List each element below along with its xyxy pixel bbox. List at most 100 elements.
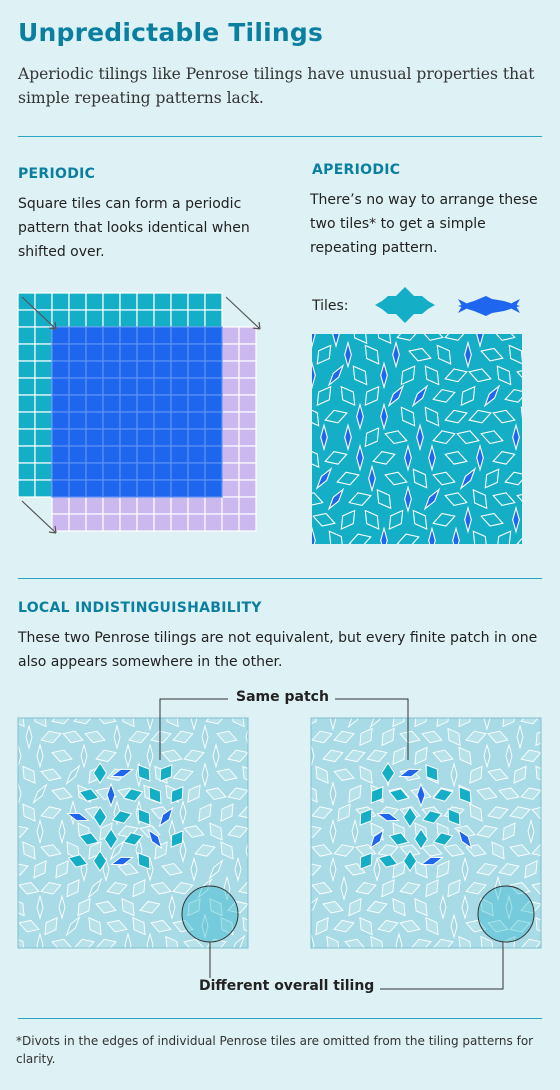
fat-rhomb-tile [480,935,494,948]
square-tile [204,360,223,379]
square-tile [68,445,87,464]
fat-rhomb-tile [444,450,468,465]
thin-rhomb-tile [428,526,436,544]
square-tile [34,360,53,379]
fat-rhomb-tile [220,916,234,936]
fat-rhomb-tile [289,472,311,485]
fat-rhomb-tile [364,344,380,365]
thin-rhomb-tile [312,526,316,544]
fat-rhomb-tile [498,863,520,876]
shifted-square-tile [119,513,138,532]
square-tile [136,445,155,464]
fat-rhomb-tile [543,826,560,838]
square-tile [119,411,138,430]
thin-rhomb-tile [329,818,337,845]
fat-rhomb-tile [543,788,560,800]
shifted-square-tile [238,496,257,515]
fat-rhomb-tile [250,901,270,913]
different-tiling-label: Different overall tiling [193,978,381,994]
fat-rhomb-tile [312,492,324,506]
local-tilings-figure [0,691,560,990]
square-tile [204,309,223,328]
fat-rhomb-tile [337,803,351,822]
thin-rhomb-tile [283,936,296,954]
square-tile [34,479,53,498]
fat-rhomb-tile [106,882,128,895]
fat-rhomb-tile [492,492,516,507]
thin-rhomb-tile [65,915,81,937]
shift-arrow-head [252,321,261,330]
thin-rhomb-tile [146,743,154,769]
fat-rhomb-tile [384,430,408,445]
square-tile [153,445,172,464]
thin-rhomb-tile [190,856,198,882]
thin-rhomb-tile [505,743,513,769]
fat-rhomb-tile [0,731,17,743]
thin-rhomb-tile [287,917,300,935]
fat-rhomb-tile [543,939,560,951]
square-tile [85,292,104,311]
fat-rhomb-tile [279,826,299,838]
square-tile [170,411,189,430]
thin-rhomb-tile [312,361,316,390]
thin-rhomb-tile [380,402,388,431]
fat-rhomb-tile [547,747,559,764]
fat-rhomb-tile [283,769,303,781]
fat-rhomb-tile [340,509,356,530]
square-tile [187,326,206,345]
square-tile [68,428,87,447]
square-tile [170,377,189,396]
fat-rhomb-tile [18,919,40,933]
thin-rhomb-tile [212,743,220,769]
fat-rhomb-tile [468,409,492,424]
shifted-square-tile [187,496,206,515]
fat-rhomb-tile [414,897,428,917]
square-tile [102,394,121,413]
fat-rhomb-tile [333,768,355,781]
patch-fat-tile [447,808,461,826]
patch-thin-tile [158,806,174,828]
thin-rhomb-tile [450,913,458,939]
square-tile [17,360,36,379]
patch-thin-tile [457,828,473,850]
fat-rhomb-tile [502,822,516,841]
fat-rhomb-tile [458,718,471,728]
square-tile [102,292,121,311]
patch-thin-tile [147,828,163,850]
fat-rhomb-tile [328,530,343,544]
square-tile [17,479,36,498]
fat-rhomb-tile [553,514,560,527]
shifted-square-tile [238,343,257,362]
fat-rhomb-tile [290,920,310,932]
patch-fat-tile [425,764,439,782]
thin-rhomb-icon [458,296,520,316]
shifted-square-tile [238,428,257,447]
fat-rhomb-tile [250,788,270,800]
fat-rhomb-tile [40,730,62,744]
patch-fat-tile [148,786,162,804]
fat-rhomb-tile [312,451,320,468]
thin-rhomb-tile [459,467,477,490]
fat-rhomb-tile [436,718,449,728]
fat-rhomb-tile [62,730,84,744]
fat-rhomb-tile [311,730,333,744]
different-tiling-leader-right [360,942,504,990]
fat-rhomb-tile [424,406,440,427]
fat-rhomb-tile [388,509,404,530]
thin-rhomb-tile [279,783,285,805]
fat-rhomb-tile [172,919,194,933]
fat-rhomb-tile [492,691,504,708]
shifted-square-tile [153,496,172,515]
fat-rhomb-tile [487,768,509,781]
square-tile [153,479,172,498]
square-tile [102,343,121,362]
patch-fat-tile [92,850,108,872]
square-tile [170,292,189,311]
fat-rhomb-tile [1,804,13,821]
faded-tiling [279,691,560,954]
thin-rhomb-tile [423,487,441,511]
thin-rhomb-tile [179,837,187,864]
fat-rhomb-tile [132,916,146,936]
thin-rhomb-tile [315,467,333,490]
patch-fat-tile [380,762,396,784]
